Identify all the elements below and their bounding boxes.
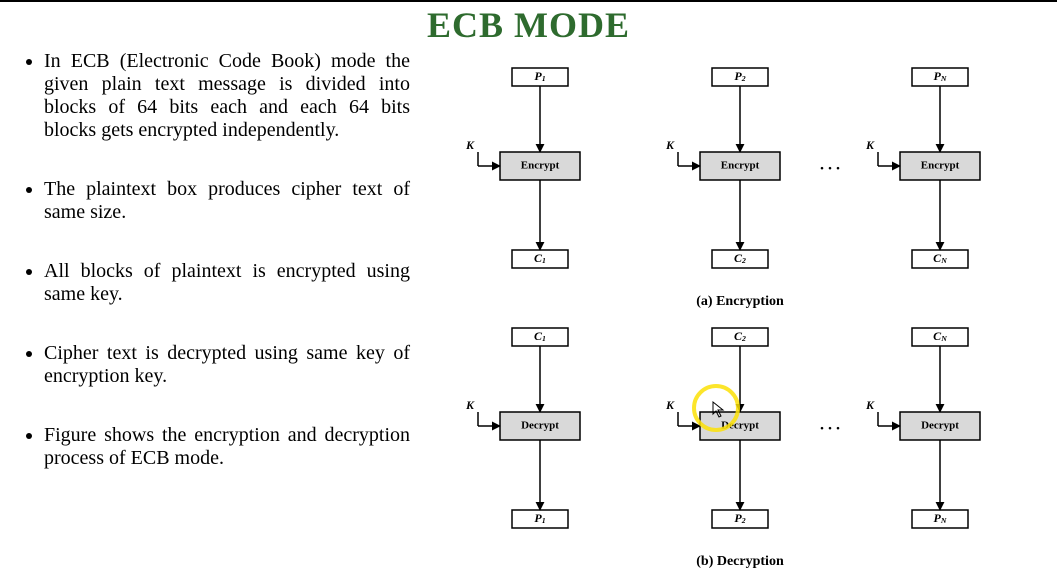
bullet-item: Figure shows the encryption and decrypti… (44, 424, 410, 470)
svg-text:Decrypt: Decrypt (521, 420, 559, 432)
svg-text:C1: C1 (534, 251, 546, 265)
svg-text:PN: PN (934, 69, 947, 83)
svg-text:K: K (665, 138, 675, 152)
svg-text:. . .: . . . (820, 417, 840, 434)
svg-text:Decrypt: Decrypt (921, 420, 959, 432)
svg-text:P2: P2 (734, 69, 745, 83)
svg-text:Encrypt: Encrypt (721, 160, 760, 172)
svg-text:P1: P1 (534, 511, 545, 525)
svg-text:C1: C1 (534, 329, 546, 343)
svg-text:K: K (665, 398, 675, 412)
svg-text:Encrypt: Encrypt (521, 160, 560, 172)
svg-text:C2: C2 (734, 329, 746, 343)
svg-text:K: K (465, 138, 475, 152)
bullet-item: Cipher text is decrypted using same key … (44, 342, 410, 388)
diagram-column: P1 Encrypt C1 K P2 Encrypt C2 K PN Encrypt CN K . . … (420, 50, 1037, 506)
svg-text:(a) Encryption: (a) Encryption (696, 294, 784, 309)
svg-text:K: K (865, 138, 875, 152)
svg-text:K: K (465, 398, 475, 412)
svg-text:(b) Decryption: (b) Decryption (696, 554, 784, 569)
bullet-item: All blocks of plaintext is encrypted usi… (44, 260, 410, 306)
page-title: ECB MODE (0, 4, 1057, 46)
svg-text:CN: CN (933, 329, 947, 343)
svg-text:P2: P2 (734, 511, 745, 525)
bullet-column: In ECB (Electronic Code Book) mode the g… (20, 50, 420, 506)
svg-text:C2: C2 (734, 251, 746, 265)
svg-text:PN: PN (934, 511, 947, 525)
svg-text:CN: CN (933, 251, 947, 265)
svg-text:Encrypt: Encrypt (921, 160, 960, 172)
ecb-diagram: P1 Encrypt C1 K P2 Encrypt C2 K PN Encrypt CN K . . … (420, 50, 1040, 570)
bullet-list: In ECB (Electronic Code Book) mode the g… (20, 50, 410, 470)
svg-text:. . .: . . . (820, 157, 840, 174)
bullet-item: The plaintext box produces cipher text o… (44, 178, 410, 224)
bullet-item: In ECB (Electronic Code Book) mode the g… (44, 50, 410, 142)
svg-text:P1: P1 (534, 69, 545, 83)
svg-text:K: K (865, 398, 875, 412)
